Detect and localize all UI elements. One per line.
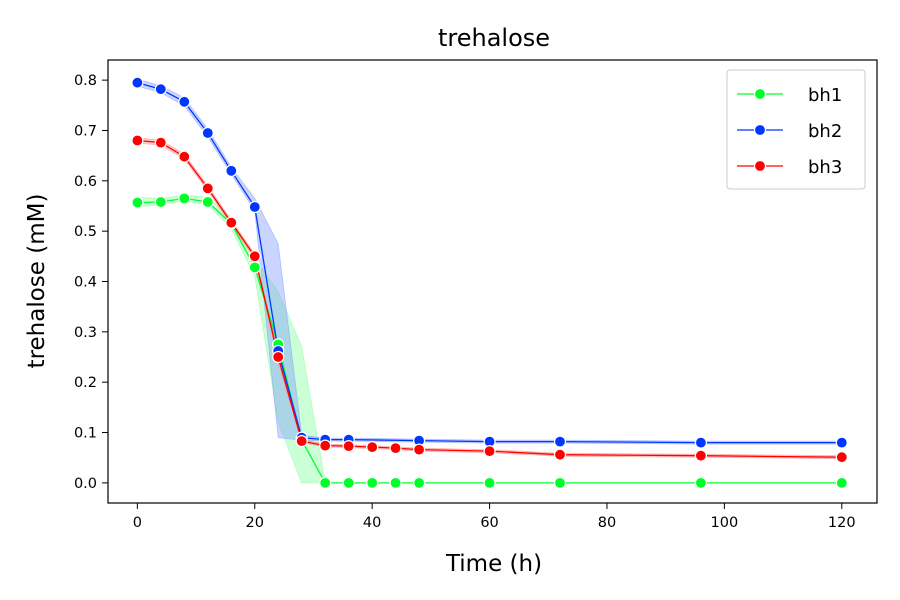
y-tick-label: 0.3 [74, 325, 97, 341]
chart-title: trehalose [438, 24, 550, 52]
x-axis-ticks: 0 20 40 60 80 100 120 [133, 503, 856, 531]
data-point-bh1 [131, 196, 144, 209]
x-tick-label: 100 [711, 515, 739, 531]
data-point-bh3 [483, 445, 496, 458]
data-point-bh3 [342, 440, 355, 453]
legend-marker-bh2 [753, 123, 767, 137]
data-point-bh3 [272, 350, 285, 364]
y-tick-label: 0.8 [74, 73, 97, 89]
data-point-bh1 [389, 476, 402, 489]
legend-label-bh1: bh1 [808, 85, 842, 106]
y-axis-ticks: 0.0 0.1 0.2 0.3 0.4 0.5 0.6 0.7 0.8 [74, 73, 108, 492]
data-point-bh3 [154, 136, 167, 149]
data-point-bh3 [295, 435, 308, 448]
data-point-bh3 [131, 134, 144, 147]
data-point-bh2 [201, 126, 214, 140]
y-tick-label: 0.6 [74, 174, 97, 190]
x-tick-label: 80 [598, 515, 616, 531]
y-tick-label: 0.4 [74, 275, 97, 291]
x-tick-label: 0 [133, 515, 142, 531]
data-point-bh2 [154, 83, 167, 96]
legend-marker-bh1 [753, 87, 767, 101]
data-point-bh3 [201, 182, 214, 195]
legend: bh1 bh2 bh3 [726, 69, 866, 190]
legend-label-bh3: bh3 [808, 157, 842, 178]
data-point-bh3 [835, 451, 848, 464]
data-point-bh3 [389, 442, 402, 455]
data-point-bh2 [131, 76, 144, 89]
x-tick-label: 40 [363, 515, 381, 531]
data-point-bh1 [319, 476, 332, 489]
data-point-bh1 [178, 192, 191, 205]
legend-marker-bh3 [753, 159, 767, 173]
data-point-bh3 [225, 216, 238, 229]
data-point-bh3 [694, 449, 708, 462]
data-point-bh3 [248, 250, 261, 263]
data-point-bh3 [553, 448, 567, 461]
y-axis-label: trehalose (mM) [24, 194, 50, 369]
data-point-bh1 [694, 476, 708, 489]
series-markers [131, 76, 848, 489]
data-point-bh1 [413, 476, 426, 489]
x-tick-label: 60 [480, 515, 498, 531]
data-point-bh1 [366, 476, 379, 489]
data-point-bh2 [835, 436, 848, 449]
data-point-bh3 [178, 150, 191, 163]
data-point-bh2 [225, 164, 238, 177]
data-point-bh3 [413, 443, 426, 456]
data-point-bh2 [248, 200, 261, 214]
x-tick-label: 120 [828, 515, 856, 531]
x-tick-label: 20 [246, 515, 264, 531]
y-tick-label: 0.7 [74, 123, 97, 139]
data-point-bh1 [553, 476, 567, 489]
data-point-bh1 [342, 476, 355, 489]
data-point-bh2 [178, 95, 191, 108]
data-point-bh3 [366, 441, 379, 454]
data-point-bh2 [694, 436, 708, 449]
data-point-bh1 [154, 195, 167, 209]
data-point-bh1 [483, 476, 496, 489]
data-point-bh1 [201, 195, 214, 209]
y-tick-label: 0.5 [74, 224, 97, 240]
data-point-bh2 [553, 435, 567, 448]
data-point-bh1 [248, 261, 261, 274]
x-axis-label: Time (h) [445, 551, 542, 577]
data-point-bh1 [835, 476, 848, 489]
y-tick-label: 0.0 [74, 476, 97, 492]
y-tick-label: 0.1 [74, 426, 97, 442]
y-tick-label: 0.2 [74, 375, 97, 391]
data-point-bh3 [319, 439, 332, 452]
legend-label-bh2: bh2 [808, 121, 842, 142]
